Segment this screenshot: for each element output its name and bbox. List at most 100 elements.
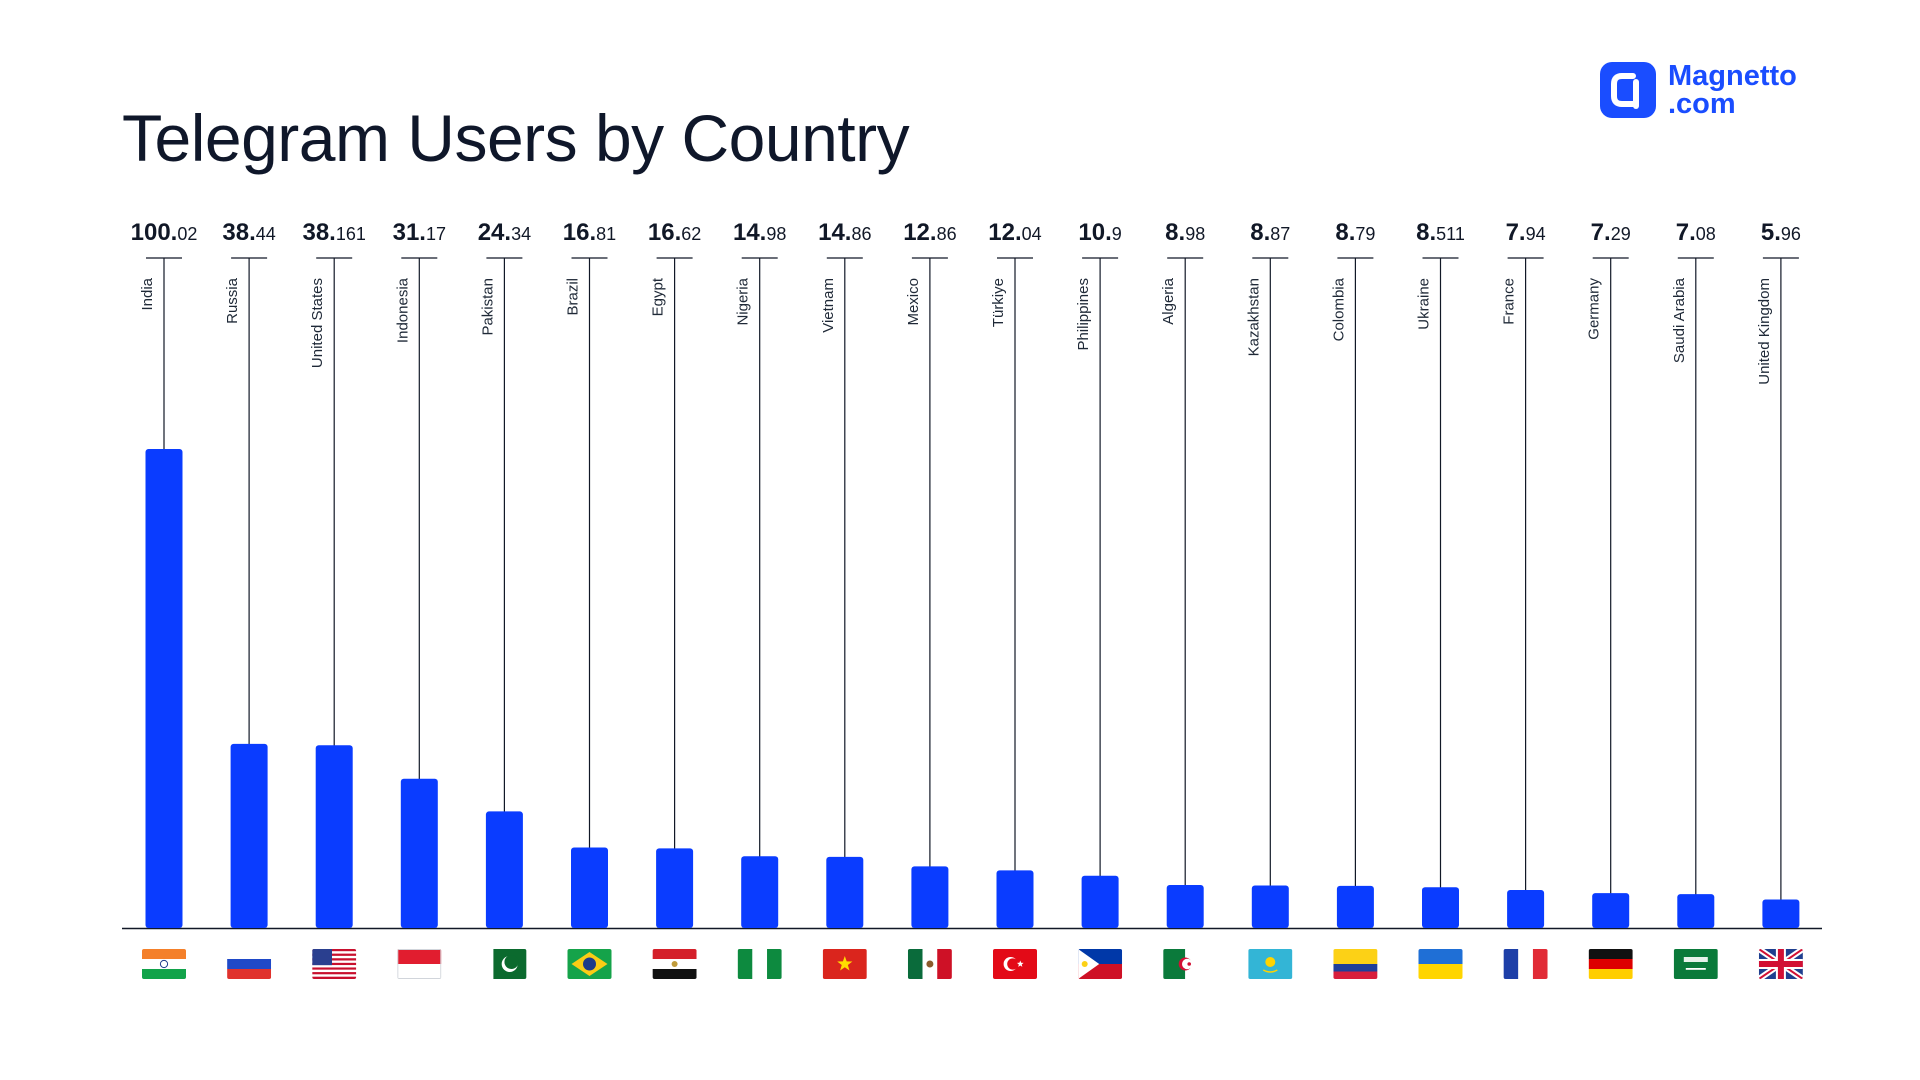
flag-part xyxy=(397,949,442,979)
flag-part xyxy=(1588,949,1633,959)
value-label-dec: 08 xyxy=(1696,224,1716,244)
flag-part xyxy=(583,957,596,971)
category-label: Saudi Arabia xyxy=(1671,277,1688,363)
value-label-dec: 34 xyxy=(511,224,531,244)
value-label-int: 7. xyxy=(1591,219,1611,246)
chart-title: Telegram Users by Country xyxy=(122,101,910,175)
value-label: 38.44 xyxy=(222,219,275,246)
kazakhstan-flag-icon xyxy=(1248,949,1293,979)
brazil-flag-icon xyxy=(567,949,612,979)
magnetto-logo[interactable]: Magnetto .com xyxy=(1600,62,1797,120)
value-label: 38.161 xyxy=(302,219,365,246)
value-label-int: 16. xyxy=(648,219,681,246)
bar-group: 38.44 Russia xyxy=(222,219,276,979)
value-label-int: 5. xyxy=(1761,219,1781,246)
flag-part xyxy=(312,958,357,961)
bar xyxy=(741,856,779,928)
bar-group: 7.94 France xyxy=(1501,219,1548,979)
value-label-dec: 86 xyxy=(851,224,871,244)
bar-group: 5.96 United Kingdom xyxy=(1756,219,1803,979)
category-label: India xyxy=(139,277,156,310)
category-label: Philippines xyxy=(1075,278,1092,351)
flag-part xyxy=(397,949,442,964)
value-label-dec: 62 xyxy=(681,224,701,244)
category-label: Kazakhstan xyxy=(1245,278,1262,356)
flag-part xyxy=(227,969,272,979)
bar xyxy=(826,856,864,928)
bar-group: 7.08 Saudi Arabia xyxy=(1671,219,1718,979)
flag-part xyxy=(1182,958,1193,970)
value-label: 5.96 xyxy=(1761,219,1801,246)
value-label: 12.86 xyxy=(903,219,956,246)
flag-part xyxy=(312,949,332,966)
flag-part xyxy=(1685,968,1706,970)
bar-group: 8.98 Algeria xyxy=(1160,219,1208,979)
flag-part xyxy=(652,969,697,979)
value-label: 14.86 xyxy=(818,219,871,246)
bar-group: 38.161 United States xyxy=(302,219,366,979)
value-label-dec: 96 xyxy=(1781,224,1801,244)
logo-text-line2: .com xyxy=(1668,88,1736,120)
colombia-flag-icon xyxy=(1333,949,1378,979)
category-label: France xyxy=(1501,278,1518,325)
flag-part xyxy=(1007,958,1019,970)
flag-part xyxy=(1187,962,1191,966)
value-label: 16.62 xyxy=(648,219,701,246)
flag-part xyxy=(312,953,357,956)
value-label-int: 7. xyxy=(1506,219,1526,246)
flag-part xyxy=(227,949,272,959)
flag-part xyxy=(1673,949,1718,979)
flag-star xyxy=(837,956,853,971)
flag-part xyxy=(1518,949,1533,979)
flag-part xyxy=(312,955,357,959)
flag-part xyxy=(312,962,357,966)
saudi-arabia-flag-icon xyxy=(1673,949,1718,979)
bar-group: 16.62 Egypt xyxy=(648,219,701,979)
logo-text: Magnetto .com xyxy=(1668,62,1797,120)
flag-part xyxy=(312,967,357,970)
flag-part xyxy=(142,969,186,979)
algeria-flag-icon xyxy=(1163,949,1208,979)
turkey-flag-icon xyxy=(993,949,1037,979)
category-label: Pakistan xyxy=(479,278,496,336)
bar xyxy=(1251,885,1289,928)
flag-part xyxy=(312,951,357,954)
bar xyxy=(145,449,183,928)
flag-part xyxy=(926,960,934,968)
flag-part xyxy=(1262,969,1278,973)
bar xyxy=(1762,899,1800,928)
value-label: 8.98 xyxy=(1165,219,1205,246)
flag-part xyxy=(1588,959,1633,969)
flag-part xyxy=(1078,949,1100,979)
flag-part xyxy=(652,949,697,959)
value-label: 8.511 xyxy=(1416,219,1465,246)
usa-flag-icon xyxy=(312,949,357,979)
philippines-flag-icon xyxy=(1078,949,1123,979)
flag-part xyxy=(1758,961,1803,967)
magnetto-logo-icon xyxy=(1600,62,1656,118)
value-label: 7.94 xyxy=(1506,219,1546,246)
germany-flag-icon xyxy=(1588,949,1633,979)
value-label-int: 7. xyxy=(1676,219,1696,246)
category-label: Brazil xyxy=(565,278,582,316)
bar xyxy=(1166,884,1204,928)
value-label: 14.98 xyxy=(733,219,786,246)
flag-part xyxy=(1418,949,1463,964)
category-label: Colombia xyxy=(1330,277,1347,341)
vietnam-flag-icon xyxy=(822,949,867,979)
value-label-int: 8. xyxy=(1416,219,1436,246)
uk-flag-icon xyxy=(1758,949,1803,979)
bar-group: 8.511 Ukraine xyxy=(1416,219,1465,979)
value-label: 7.08 xyxy=(1676,219,1716,246)
flag-star xyxy=(1016,960,1024,967)
value-label-dec: 86 xyxy=(937,224,957,244)
flag-part xyxy=(1163,949,1186,979)
bar-group: 7.29 Germany xyxy=(1586,219,1633,979)
value-label-dec: 161 xyxy=(336,224,366,244)
category-label: United Kingdom xyxy=(1756,278,1773,385)
flag-part xyxy=(1503,949,1519,979)
flag-part xyxy=(737,949,753,979)
flag-part xyxy=(767,949,782,979)
value-label-int: 8. xyxy=(1165,219,1185,246)
